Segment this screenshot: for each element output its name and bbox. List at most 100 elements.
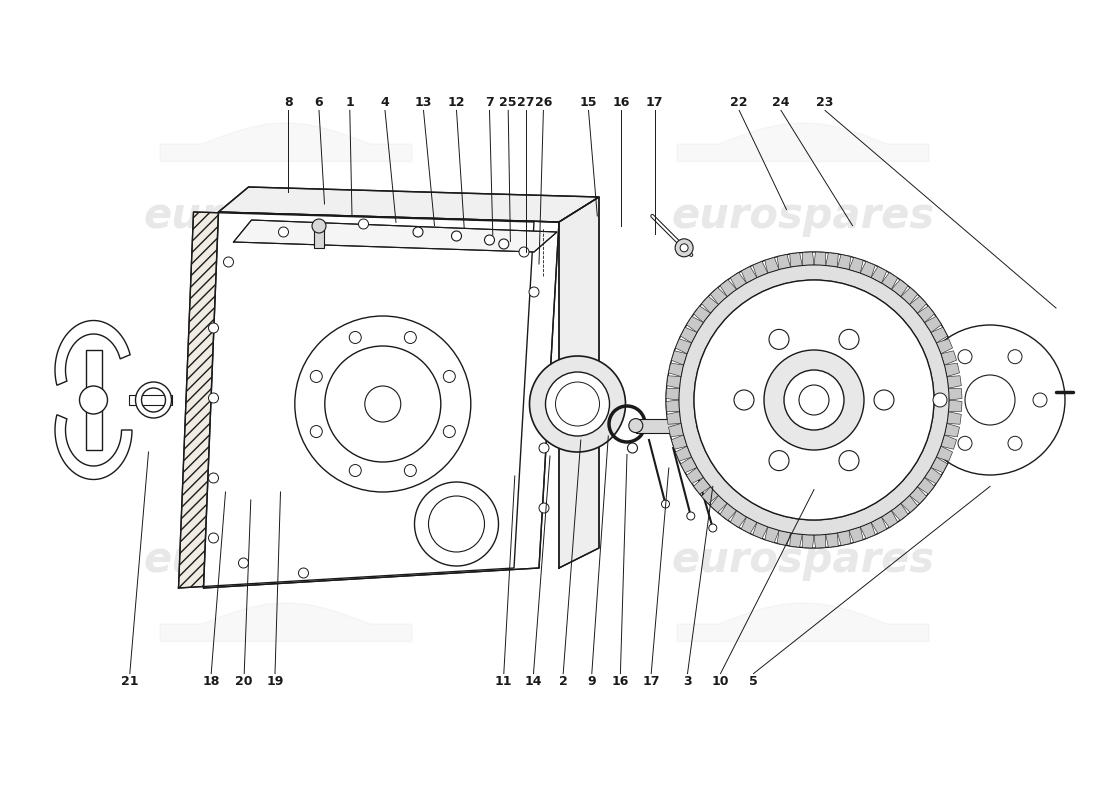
Polygon shape — [752, 522, 768, 538]
Text: 16: 16 — [613, 96, 630, 109]
Polygon shape — [947, 376, 961, 388]
Circle shape — [484, 235, 495, 245]
Circle shape — [799, 385, 829, 415]
Text: 24: 24 — [772, 96, 790, 109]
Polygon shape — [948, 388, 962, 400]
Circle shape — [310, 370, 322, 382]
Polygon shape — [178, 212, 534, 588]
Polygon shape — [940, 350, 957, 365]
Circle shape — [443, 370, 455, 382]
Polygon shape — [730, 510, 747, 527]
Polygon shape — [936, 446, 953, 462]
Circle shape — [666, 252, 962, 548]
Polygon shape — [671, 435, 688, 450]
Text: 15: 15 — [580, 96, 597, 109]
Polygon shape — [931, 457, 947, 473]
Polygon shape — [764, 258, 779, 273]
Polygon shape — [55, 414, 132, 479]
Text: 6: 6 — [315, 96, 323, 109]
Polygon shape — [686, 467, 703, 484]
Text: 19: 19 — [266, 675, 284, 688]
Polygon shape — [752, 262, 768, 278]
Circle shape — [278, 227, 288, 237]
Circle shape — [519, 247, 529, 257]
Circle shape — [764, 350, 864, 450]
Circle shape — [784, 370, 844, 430]
Polygon shape — [826, 253, 838, 267]
Text: 17: 17 — [646, 96, 663, 109]
Polygon shape — [948, 400, 962, 412]
Circle shape — [295, 316, 471, 492]
Circle shape — [546, 372, 609, 436]
Polygon shape — [129, 395, 172, 405]
Text: 21: 21 — [121, 675, 139, 688]
Circle shape — [629, 418, 642, 433]
Polygon shape — [720, 503, 737, 520]
Circle shape — [1033, 393, 1047, 407]
Text: 22: 22 — [730, 96, 748, 109]
Polygon shape — [881, 273, 898, 290]
Circle shape — [209, 393, 219, 403]
Polygon shape — [901, 287, 917, 305]
Polygon shape — [219, 187, 600, 222]
Polygon shape — [160, 603, 412, 642]
Circle shape — [965, 375, 1015, 425]
Polygon shape — [860, 262, 876, 278]
Text: 20: 20 — [235, 675, 253, 688]
Circle shape — [239, 558, 249, 568]
Circle shape — [1008, 436, 1022, 450]
Circle shape — [958, 436, 972, 450]
Polygon shape — [711, 495, 727, 513]
Polygon shape — [802, 252, 814, 266]
Polygon shape — [925, 467, 942, 484]
Circle shape — [915, 325, 1065, 475]
Polygon shape — [910, 296, 926, 314]
Circle shape — [405, 331, 417, 343]
Text: 2: 2 — [559, 675, 568, 688]
Text: 13: 13 — [415, 96, 432, 109]
Polygon shape — [694, 306, 711, 322]
Circle shape — [223, 257, 233, 267]
Polygon shape — [720, 280, 737, 297]
Polygon shape — [671, 350, 688, 365]
Text: 4: 4 — [381, 96, 389, 109]
Text: 23: 23 — [816, 96, 834, 109]
Polygon shape — [917, 306, 934, 322]
Polygon shape — [711, 287, 727, 305]
Text: eurospares: eurospares — [671, 195, 935, 237]
Polygon shape — [676, 603, 930, 642]
Polygon shape — [233, 220, 557, 252]
Text: 1: 1 — [345, 96, 354, 109]
Circle shape — [874, 390, 894, 410]
Polygon shape — [777, 530, 791, 546]
Circle shape — [412, 227, 424, 237]
Circle shape — [675, 239, 693, 257]
Circle shape — [365, 386, 400, 422]
Text: 16: 16 — [612, 675, 629, 688]
Circle shape — [209, 473, 219, 483]
Circle shape — [312, 219, 326, 233]
Polygon shape — [947, 412, 961, 424]
Circle shape — [708, 524, 717, 532]
Circle shape — [839, 330, 859, 350]
Text: eurospares: eurospares — [143, 195, 407, 237]
Circle shape — [451, 231, 462, 241]
Polygon shape — [945, 363, 959, 377]
Circle shape — [429, 496, 484, 552]
Polygon shape — [669, 423, 683, 437]
Text: 12: 12 — [448, 96, 465, 109]
Text: 18: 18 — [202, 675, 220, 688]
Text: 26: 26 — [535, 96, 552, 109]
Polygon shape — [814, 252, 826, 266]
Text: 9: 9 — [587, 675, 596, 688]
Circle shape — [359, 219, 369, 229]
Polygon shape — [666, 388, 680, 400]
Circle shape — [529, 356, 626, 452]
Polygon shape — [860, 522, 876, 538]
Polygon shape — [826, 533, 838, 547]
Polygon shape — [666, 400, 680, 412]
Circle shape — [539, 443, 549, 453]
Circle shape — [415, 482, 498, 566]
Circle shape — [349, 465, 361, 477]
Polygon shape — [917, 478, 934, 494]
